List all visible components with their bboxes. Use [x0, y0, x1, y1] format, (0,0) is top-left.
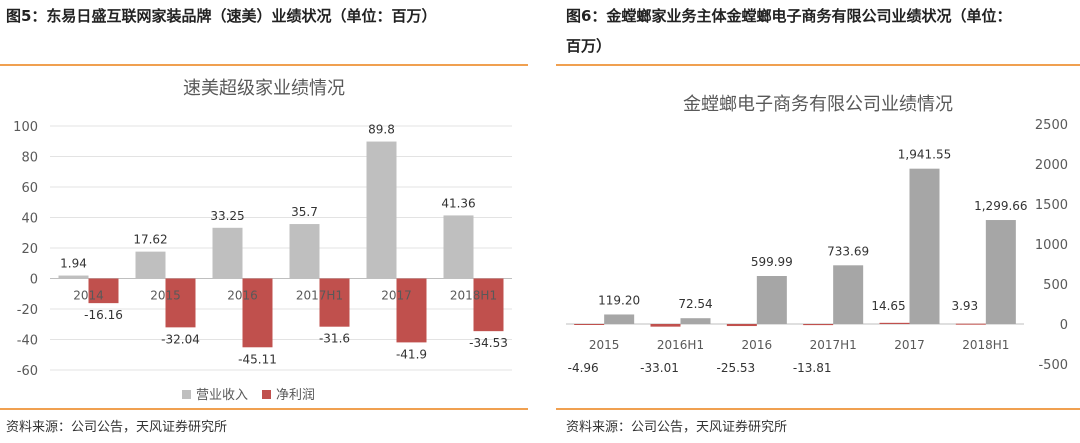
left-net-profit-bar [473, 278, 504, 332]
left-revenue-data-label: 41.36 [441, 196, 475, 210]
left-revenue-data-label: 89.8 [368, 123, 395, 137]
left-net-profit-data-label: -16.16 [84, 308, 123, 322]
right-y-tick-label: 0 [1060, 318, 1068, 333]
right-y-tick-label: 2500 [1035, 118, 1068, 133]
right-net-profit-data-label: -25.53 [716, 361, 755, 375]
right-revenue-bar [985, 220, 1016, 324]
left-source-note: 资料来源：公司公告，天风证券研究所 [6, 420, 228, 435]
left-y-tick-label: -60 [17, 364, 38, 379]
right-chart: 金螳螂电子商务有限公司业绩情况 2500 2000 1500 1000 500 0 -500… [566, 94, 1068, 375]
left-revenue-bar [366, 141, 397, 279]
right-y-tick-label: 1000 [1035, 238, 1068, 253]
right-chart-title: 金螳螂电子商务有限公司业绩情况 [683, 94, 953, 115]
left-net-profit-bar [319, 278, 350, 327]
left-revenue-bar [58, 275, 89, 279]
left-revenue-bar [212, 227, 243, 279]
right-y-tick-label: -500 [1038, 358, 1068, 373]
right-revenue-bar [680, 318, 711, 324]
left-y-tick-label: -20 [17, 303, 38, 318]
left-y-tick-label: 100 [13, 120, 38, 135]
right-source-note: 资料来源：公司公告，天风证券研究所 [566, 420, 788, 435]
right-category-label: 2017 [894, 338, 925, 352]
left-legend-revenue-label: 营业收入 [196, 388, 248, 403]
left-chart: 速美超级家业绩情况 100 80 60 40 20 0 -20 -40 -60 1.94 -16.… [13, 78, 512, 403]
left-revenue-data-label: 17.62 [133, 233, 167, 247]
left-category-label: 2018H1 [450, 289, 497, 303]
right-net-profit-data-label: 14.65 [871, 299, 905, 313]
left-net-profit-bar [88, 278, 119, 304]
right-revenue-data-label: 733.69 [827, 244, 869, 258]
right-revenue-data-label: 72.54 [678, 297, 712, 311]
right-revenue-data-label: 1,941.55 [898, 148, 951, 162]
left-y-tick-label: 80 [21, 151, 38, 166]
right-revenue-bar [604, 314, 635, 324]
right-net-profit-data-label: -4.96 [568, 361, 599, 375]
right-revenue-bar [756, 276, 787, 324]
left-category-label: 2014 [73, 289, 104, 303]
left-y-tick-label: 20 [21, 242, 38, 257]
right-category-label: 2018H1 [962, 338, 1009, 352]
right-net-profit-data-label: -33.01 [640, 361, 679, 375]
left-chart-title: 速美超级家业绩情况 [183, 78, 345, 99]
right-revenue-data-label: 119.20 [598, 293, 640, 307]
left-net-profit-data-label: -31.6 [319, 332, 350, 346]
right-net-profit-data-label: -13.81 [793, 361, 832, 375]
left-net-profit-bar [242, 278, 273, 348]
left-net-profit-bar [396, 278, 427, 343]
right-category-label: 2016H1 [657, 338, 704, 352]
left-revenue-bar [289, 224, 320, 279]
left-revenue-data-label: 33.25 [210, 209, 244, 223]
right-revenue-bar [833, 265, 864, 324]
left-y-tick-label: 60 [21, 181, 38, 196]
right-net-profit-bar [726, 324, 757, 327]
left-net-profit-bar [165, 278, 196, 328]
left-revenue-bar [135, 251, 166, 279]
right-figure-title-line1: 图6：金螳螂家业务主体金螳螂电子商务有限公司业绩状况（单位： [566, 7, 1012, 25]
right-revenue-bar [909, 168, 940, 324]
left-category-label: 2015 [150, 289, 181, 303]
right-revenue-data-label: 599.99 [751, 255, 793, 269]
left-category-label: 2017H1 [296, 289, 343, 303]
left-legend-net-profit-swatch [262, 390, 271, 399]
left-net-profit-data-label: -41.9 [396, 347, 427, 361]
left-legend-net-profit-label: 净利润 [276, 388, 315, 403]
left-revenue-data-label: 35.7 [291, 205, 318, 219]
left-y-tick-label: 40 [21, 212, 38, 227]
left-net-profit-data-label: -32.04 [161, 332, 200, 346]
left-category-label: 2016 [227, 289, 258, 303]
left-revenue-bar [443, 215, 474, 279]
right-figure-title-line2: 百万） [566, 37, 612, 55]
right-net-profit-bar [879, 322, 910, 324]
left-net-profit-data-label: -34.53 [469, 336, 508, 350]
right-net-profit-bar [650, 324, 681, 327]
left-bottom-rule [0, 408, 528, 410]
right-net-profit-data-label: 3.93 [951, 299, 978, 313]
right-net-profit-bar [574, 324, 605, 325]
right-revenue-data-label: 1,299.66 [974, 199, 1027, 213]
right-category-label: 2015 [589, 338, 620, 352]
right-net-profit-bar [803, 324, 834, 326]
left-title-rule [0, 64, 528, 66]
right-bottom-rule [556, 408, 1080, 410]
left-net-profit-data-label: -45.11 [238, 352, 277, 366]
left-legend-revenue-swatch [182, 390, 191, 399]
right-y-tick-label: 2000 [1035, 158, 1068, 173]
right-y-tick-label: 1500 [1035, 198, 1068, 213]
right-y-tick-label: 500 [1043, 278, 1068, 293]
left-revenue-data-label: 1.94 [60, 257, 87, 271]
left-y-tick-label: -40 [17, 334, 38, 349]
left-figure-title: 图5：东易日盛互联网家装品牌（速美）业绩状况（单位：百万） [6, 7, 437, 25]
right-category-label: 2017H1 [810, 338, 857, 352]
right-title-rule [556, 64, 1080, 66]
right-category-label: 2016 [742, 338, 773, 352]
left-category-label: 2017 [381, 289, 412, 303]
left-y-tick-label: 0 [30, 273, 38, 288]
right-net-profit-bar [955, 323, 986, 325]
